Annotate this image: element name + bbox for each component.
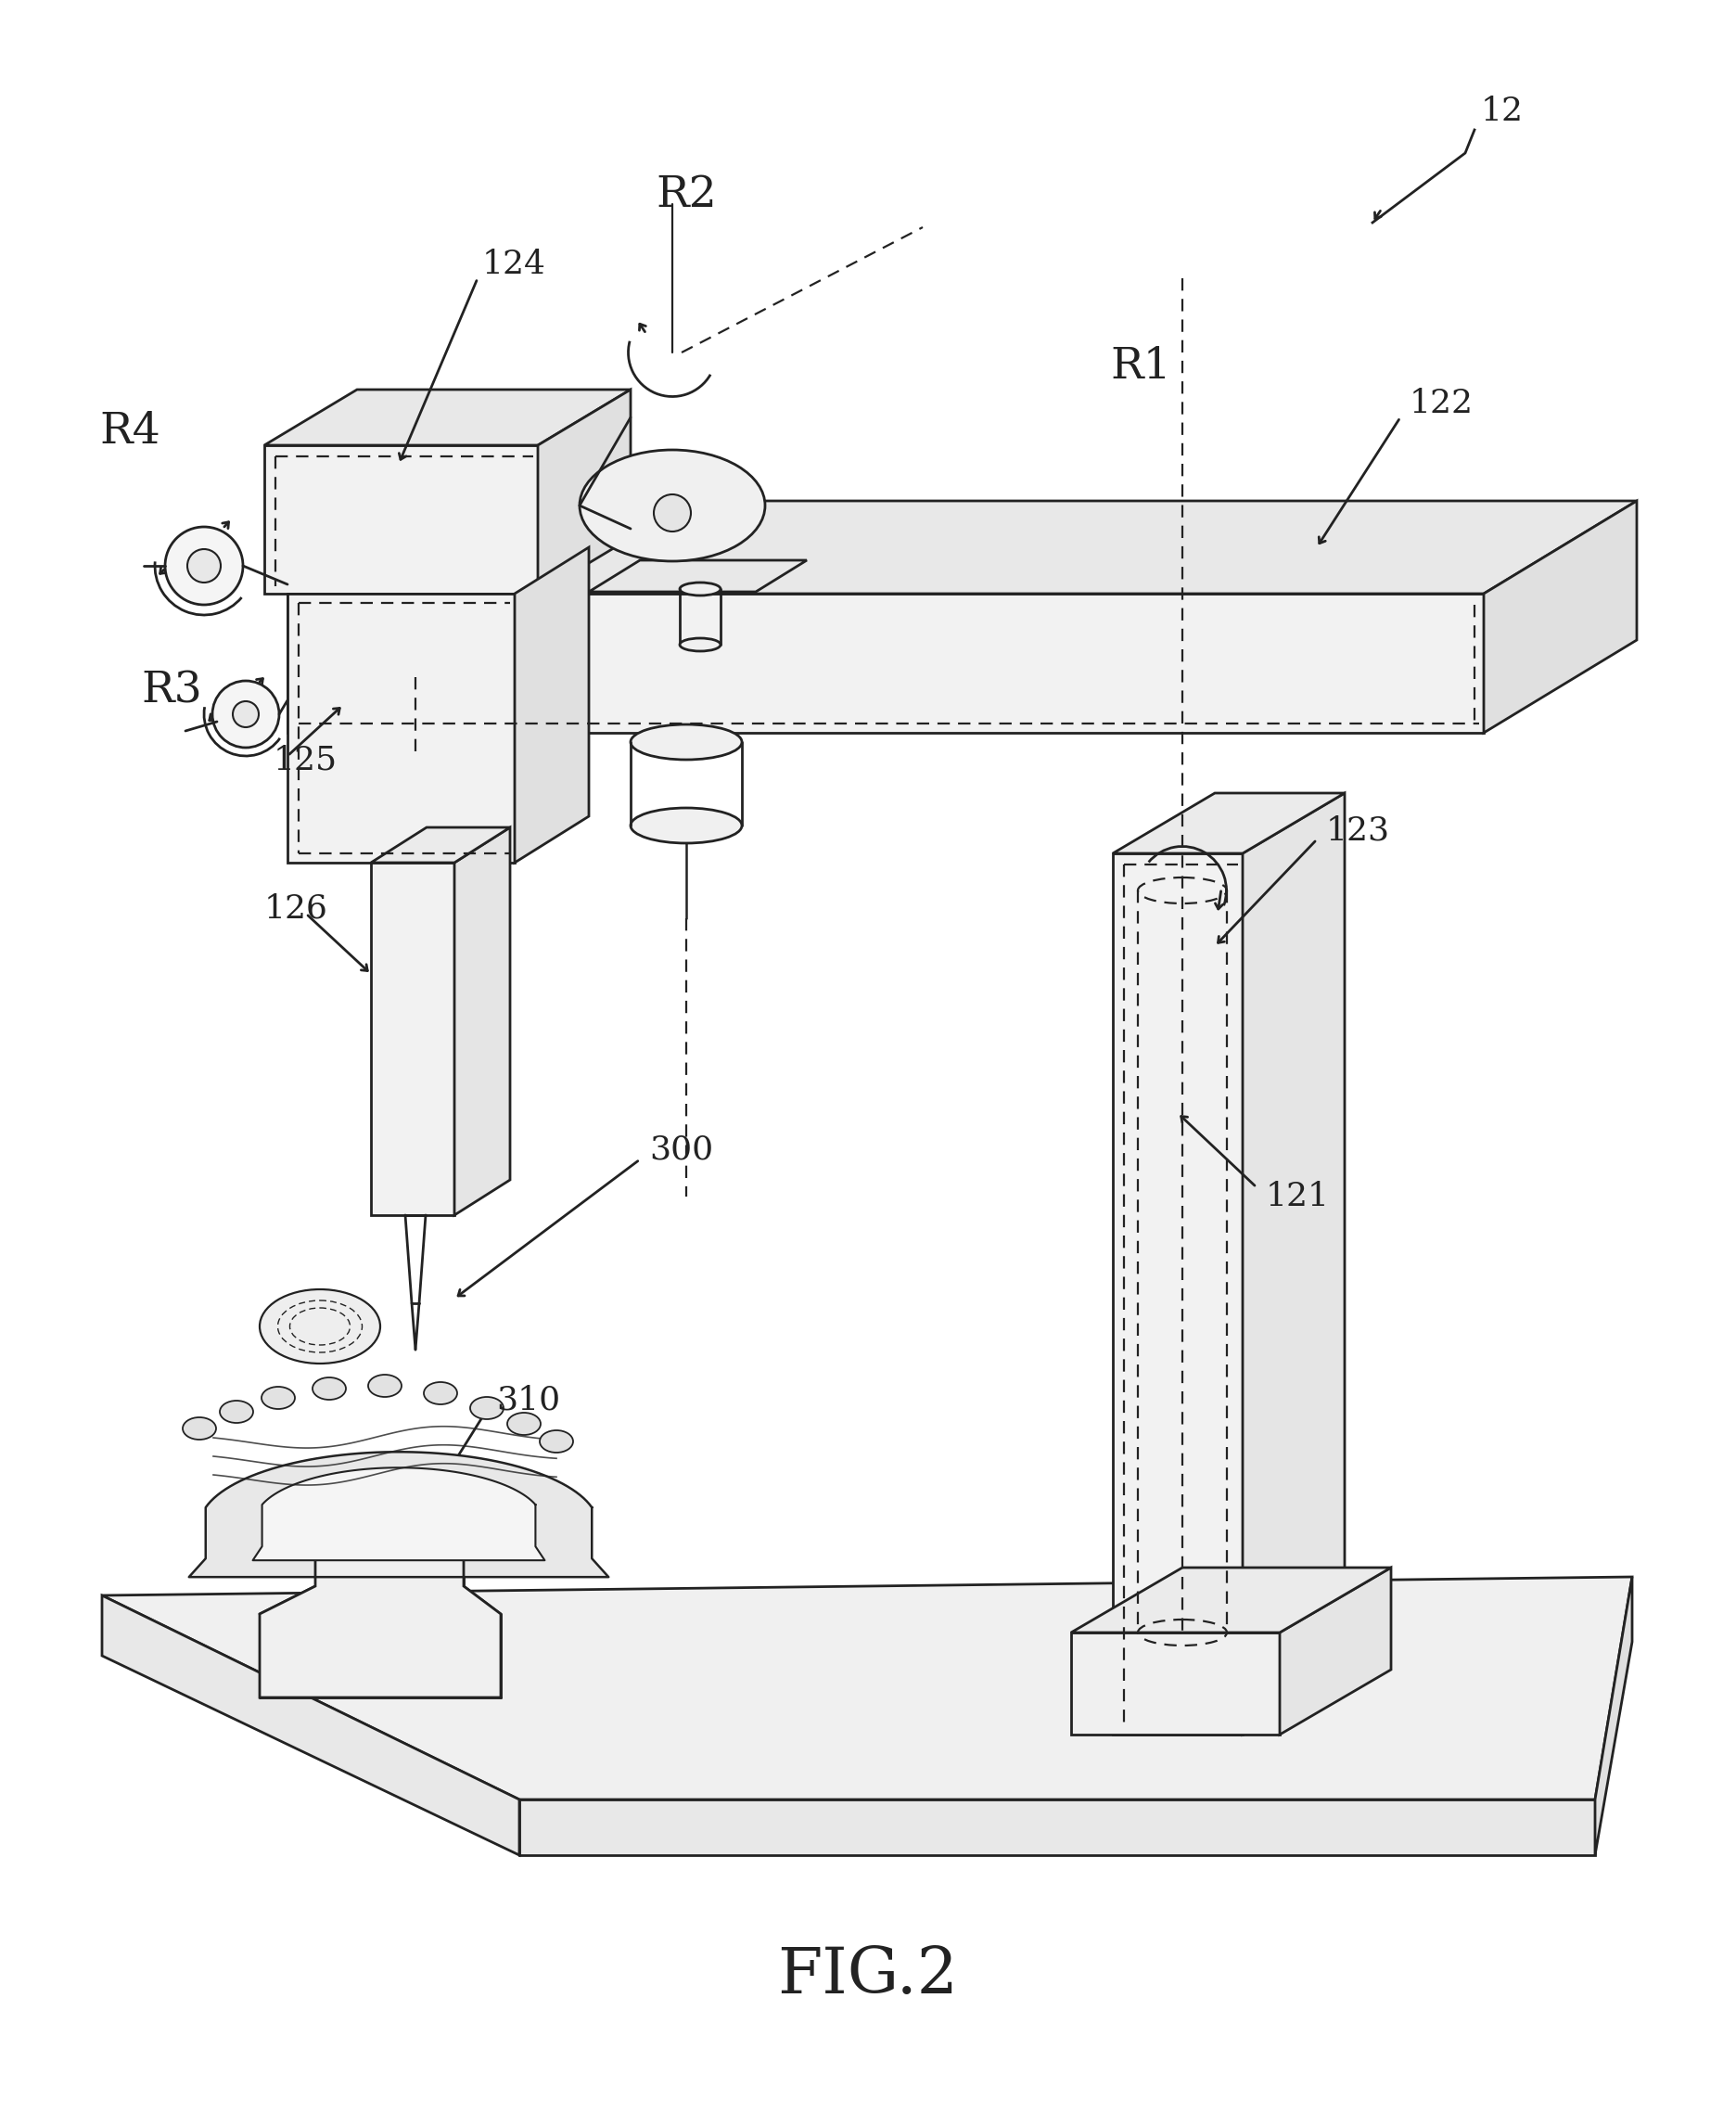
Ellipse shape xyxy=(220,1401,253,1422)
Polygon shape xyxy=(264,389,630,444)
Text: R3: R3 xyxy=(141,670,201,712)
Circle shape xyxy=(654,495,691,532)
Polygon shape xyxy=(264,444,538,593)
Ellipse shape xyxy=(540,1431,573,1452)
Ellipse shape xyxy=(630,808,741,844)
Ellipse shape xyxy=(424,1382,457,1405)
Text: R4: R4 xyxy=(99,410,160,453)
Polygon shape xyxy=(102,1577,1632,1799)
Text: 123: 123 xyxy=(1326,814,1391,846)
Polygon shape xyxy=(589,561,807,591)
Polygon shape xyxy=(288,593,1484,733)
Polygon shape xyxy=(372,827,510,863)
Polygon shape xyxy=(455,827,510,1216)
Text: 310: 310 xyxy=(496,1384,561,1416)
Ellipse shape xyxy=(507,1412,540,1435)
Polygon shape xyxy=(1113,793,1345,853)
Text: 124: 124 xyxy=(483,249,547,281)
Text: 12: 12 xyxy=(1481,96,1524,128)
Text: R2: R2 xyxy=(656,174,717,215)
Polygon shape xyxy=(1071,1567,1391,1633)
Polygon shape xyxy=(1071,1633,1279,1735)
Polygon shape xyxy=(1279,1567,1391,1735)
Polygon shape xyxy=(102,1594,519,1856)
Ellipse shape xyxy=(580,451,766,561)
Polygon shape xyxy=(260,1531,500,1697)
Ellipse shape xyxy=(182,1418,215,1439)
Polygon shape xyxy=(253,1467,545,1560)
Text: 126: 126 xyxy=(264,893,328,925)
Text: 122: 122 xyxy=(1410,387,1474,419)
Circle shape xyxy=(212,680,279,748)
Circle shape xyxy=(233,702,259,727)
Polygon shape xyxy=(1113,853,1243,1735)
Polygon shape xyxy=(189,1452,609,1577)
Polygon shape xyxy=(538,389,630,593)
Ellipse shape xyxy=(630,725,741,759)
Polygon shape xyxy=(1243,793,1345,1735)
Text: 125: 125 xyxy=(274,744,339,776)
Polygon shape xyxy=(1484,502,1637,733)
Ellipse shape xyxy=(312,1378,345,1399)
Polygon shape xyxy=(372,863,455,1216)
Polygon shape xyxy=(519,1799,1595,1856)
Ellipse shape xyxy=(681,638,720,651)
Ellipse shape xyxy=(262,1386,295,1410)
Circle shape xyxy=(165,527,243,604)
Polygon shape xyxy=(288,502,1637,593)
Text: 121: 121 xyxy=(1266,1180,1330,1212)
Ellipse shape xyxy=(470,1397,503,1420)
Circle shape xyxy=(187,549,220,583)
Text: R1: R1 xyxy=(1109,344,1172,387)
Polygon shape xyxy=(1595,1577,1632,1856)
Ellipse shape xyxy=(368,1376,401,1397)
Polygon shape xyxy=(288,593,514,863)
Text: FIG.2: FIG.2 xyxy=(778,1945,958,2007)
Text: 300: 300 xyxy=(649,1135,713,1165)
Ellipse shape xyxy=(681,583,720,595)
Ellipse shape xyxy=(260,1288,380,1363)
Polygon shape xyxy=(514,546,589,863)
